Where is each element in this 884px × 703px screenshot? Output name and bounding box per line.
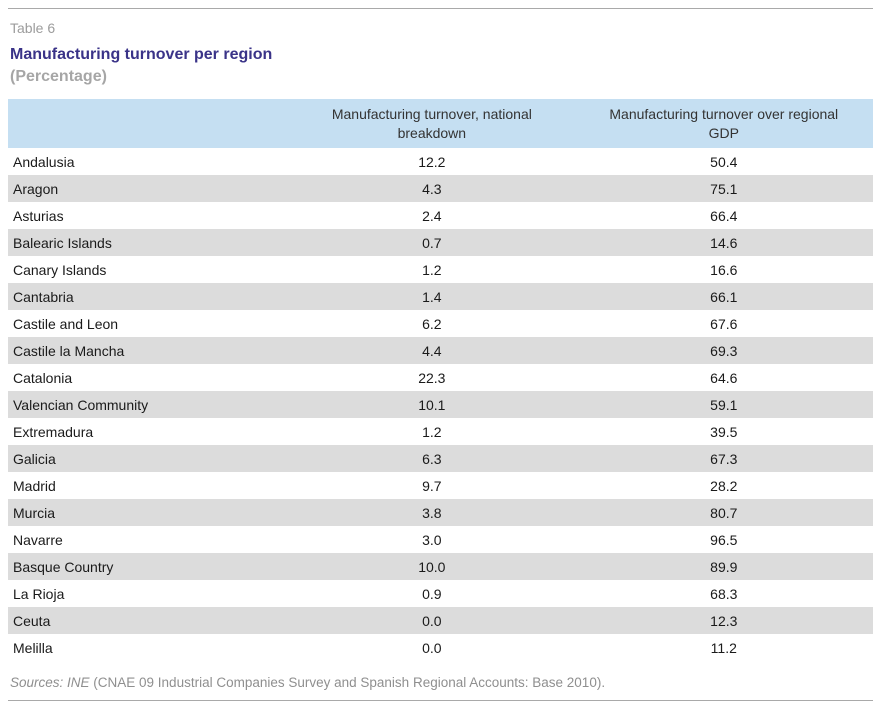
- table-body: Andalusia 12.2 50.4 Aragon 4.3 75.1 Asturias 2.…: [8, 148, 873, 661]
- national-breakdown-cell: 12.2: [418, 153, 446, 170]
- table-row: Valencian Community 10.1 59.1: [8, 391, 873, 418]
- table-row: Andalusia 12.2 50.4: [8, 148, 873, 175]
- sources-note-rest: (CNAE 09 Industrial Companies Survey and…: [89, 675, 606, 690]
- table-number-label: Table 6: [10, 20, 56, 36]
- table-row: Canary Islands 1.2 16.6: [8, 256, 873, 283]
- table-row: Murcia 3.8 80.7: [8, 499, 873, 526]
- region-cell: Extremadura: [13, 423, 94, 440]
- region-cell: Cantabria: [13, 288, 74, 305]
- regional-gdp-column-header: Manufacturing turnover over regional GDP: [574, 99, 873, 148]
- regional-gdp-cell: 67.6: [710, 315, 738, 332]
- page-title: Manufacturing turnover per region: [10, 46, 273, 63]
- table-row: Asturias 2.4 66.4: [8, 202, 873, 229]
- region-cell: Balearic Islands: [13, 234, 112, 251]
- national-breakdown-cell: 4.4: [422, 342, 442, 359]
- regional-gdp-cell: 50.4: [710, 153, 738, 170]
- table-row: Aragon 4.3 75.1: [8, 175, 873, 202]
- table-row: Catalonia 22.3 64.6: [8, 364, 873, 391]
- sources-note: Sources: INE (CNAE 09 Industrial Compani…: [10, 674, 873, 691]
- region-cell: Castile la Mancha: [13, 342, 125, 359]
- table-row: Galicia 6.3 67.3: [8, 445, 873, 472]
- region-cell: Canary Islands: [13, 261, 107, 278]
- table-row: Basque Country 10.0 89.9: [8, 553, 873, 580]
- national-breakdown-cell: 3.8: [422, 504, 442, 521]
- table-row: Castile la Mancha 4.4 69.3: [8, 337, 873, 364]
- region-cell: Andalusia: [13, 153, 75, 170]
- region-column-header: [8, 99, 290, 148]
- national-breakdown-cell: 10.0: [418, 558, 446, 575]
- region-cell: La Rioja: [13, 585, 65, 602]
- region-cell: Galicia: [13, 450, 56, 467]
- region-cell: Murcia: [13, 504, 56, 521]
- table-row: Melilla 0.0 11.2: [8, 634, 873, 661]
- region-cell: Castile and Leon: [13, 315, 119, 332]
- regional-gdp-cell: 64.6: [710, 369, 738, 386]
- regional-gdp-cell: 66.4: [710, 207, 738, 224]
- national-breakdown-cell: 6.3: [422, 450, 442, 467]
- table-header-row: Manufacturing turnover, national breakdo…: [8, 99, 873, 148]
- regional-gdp-cell: 66.1: [710, 288, 738, 305]
- table-row: Navarre 3.0 96.5: [8, 526, 873, 553]
- region-cell: Valencian Community: [13, 396, 149, 413]
- regional-gdp-cell: 11.2: [710, 639, 737, 656]
- regional-gdp-cell: 69.3: [710, 342, 738, 359]
- table-row: Castile and Leon 6.2 67.6: [8, 310, 873, 337]
- table-row: Extremadura 1.2 39.5: [8, 418, 873, 445]
- regional-gdp-cell: 68.3: [710, 585, 738, 602]
- regional-gdp-cell: 89.9: [710, 558, 738, 575]
- regional-gdp-cell: 14.6: [710, 234, 738, 251]
- region-cell: Melilla: [13, 639, 53, 656]
- bottom-rule: [8, 700, 873, 701]
- national-breakdown-cell: 1.2: [422, 423, 442, 440]
- national-breakdown-cell: 3.0: [422, 531, 442, 548]
- region-cell: Navarre: [13, 531, 63, 548]
- region-cell: Aragon: [13, 180, 59, 197]
- national-breakdown-cell: 4.3: [422, 180, 442, 197]
- region-cell: Madrid: [13, 477, 56, 494]
- national-breakdown-cell: 22.3: [418, 369, 446, 386]
- sources-note-italic: Sources: INE: [10, 675, 90, 690]
- regional-gdp-cell: 80.7: [710, 504, 738, 521]
- manufacturing-turnover-table: Manufacturing turnover, national breakdo…: [8, 99, 873, 661]
- national-breakdown-cell: 10.1: [418, 396, 446, 413]
- region-cell: Catalonia: [13, 369, 73, 386]
- top-rule: [8, 8, 873, 9]
- national-breakdown-cell: 0.9: [422, 585, 442, 602]
- regional-gdp-cell: 75.1: [710, 180, 738, 197]
- table-row: Cantabria 1.4 66.1: [8, 283, 873, 310]
- regional-gdp-cell: 12.3: [710, 612, 738, 629]
- table-row: La Rioja 0.9 68.3: [8, 580, 873, 607]
- regional-gdp-cell: 67.3: [710, 450, 738, 467]
- national-breakdown-cell: 6.2: [422, 315, 442, 332]
- national-breakdown-cell: 2.4: [422, 207, 442, 224]
- page-subtitle: (Percentage): [10, 68, 107, 85]
- national-breakdown-cell: 0.7: [422, 234, 442, 251]
- national-breakdown-cell: 0.0: [422, 612, 442, 629]
- national-breakdown-cell: 0.0: [422, 639, 442, 656]
- table-row: Balearic Islands 0.7 14.6: [8, 229, 873, 256]
- table-row: Madrid 9.7 28.2: [8, 472, 873, 499]
- region-cell: Asturias: [13, 207, 64, 224]
- region-cell: Ceuta: [13, 612, 51, 629]
- regional-gdp-cell: 28.2: [710, 477, 738, 494]
- national-breakdown-cell: 9.7: [422, 477, 442, 494]
- table-row: Ceuta 0.0 12.3: [8, 607, 873, 634]
- national-breakdown-cell: 1.4: [422, 288, 442, 305]
- region-cell: Basque Country: [13, 558, 114, 575]
- regional-gdp-cell: 59.1: [710, 396, 738, 413]
- national-breakdown-column-header: Manufacturing turnover, national breakdo…: [289, 99, 575, 148]
- regional-gdp-cell: 16.6: [710, 261, 738, 278]
- regional-gdp-cell: 96.5: [710, 531, 738, 548]
- national-breakdown-cell: 1.2: [422, 261, 442, 278]
- regional-gdp-cell: 39.5: [710, 423, 738, 440]
- table-header: Manufacturing turnover, national breakdo…: [8, 99, 873, 148]
